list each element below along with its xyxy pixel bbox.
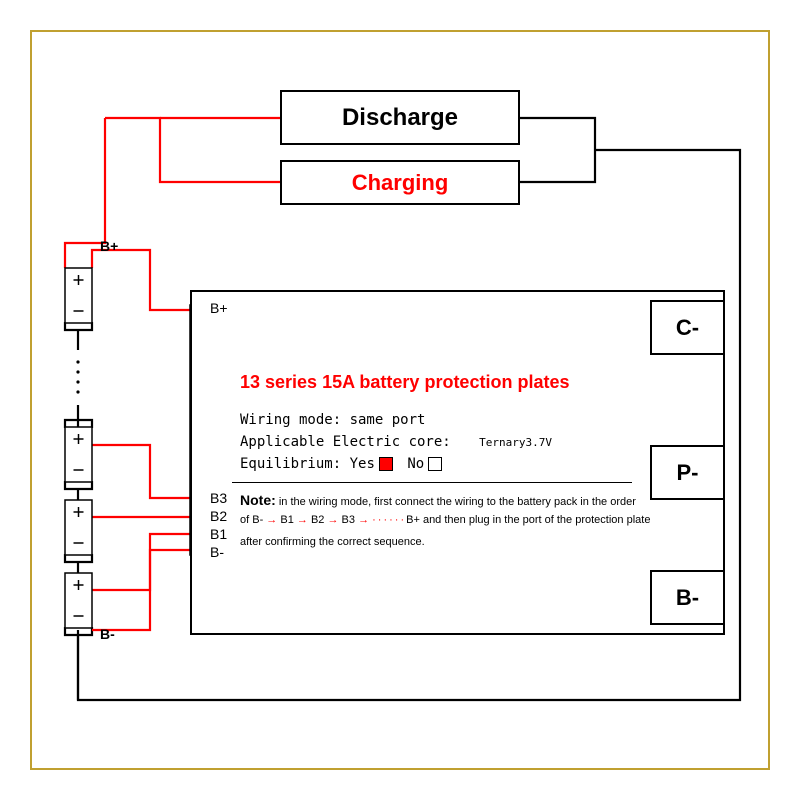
c-minus-terminal: C- — [650, 300, 725, 355]
wire-red — [105, 118, 280, 182]
wire-red — [92, 445, 190, 498]
conn-b3-label: B3 — [210, 490, 227, 506]
battery-cell — [65, 500, 92, 555]
battery-cell — [65, 427, 92, 482]
p-minus-label: P- — [677, 460, 699, 486]
board-title: 13 series 15A battery protection plates — [240, 372, 569, 393]
conn-b1-label: B1 — [210, 526, 227, 542]
charging-label: Charging — [352, 170, 449, 196]
b-minus-bottom-label: B- — [100, 626, 115, 642]
battery-cell — [65, 268, 92, 323]
eq-no-checkbox — [428, 457, 442, 471]
conn-b-minus-label: B- — [210, 544, 224, 560]
wire-red — [92, 534, 190, 590]
c-minus-label: C- — [676, 315, 699, 341]
conn-b-plus-label: B+ — [210, 300, 228, 316]
equilibrium-row: Equilibrium: Yes No — [240, 456, 444, 472]
note-text: Note: in the wiring mode, first connect … — [240, 490, 636, 511]
discharge-label: Discharge — [342, 104, 458, 132]
board-divider — [232, 482, 632, 483]
wire-red — [65, 118, 105, 268]
b-plus-top-label: B+ — [100, 238, 118, 254]
b-minus-label: B- — [676, 585, 699, 611]
p-minus-terminal: P- — [650, 445, 725, 500]
charging-box: Charging — [280, 160, 520, 205]
discharge-box: Discharge — [280, 90, 520, 145]
conn-b2-label: B2 — [210, 508, 227, 524]
b-minus-terminal: B- — [650, 570, 725, 625]
eq-yes-checkbox — [379, 457, 393, 471]
note-text-2: of B- → B1 → B2 → B3 → ······B+ and then… — [240, 512, 650, 529]
wiring-mode-text: Wiring mode: same port — [240, 412, 425, 428]
battery-continuation-dots — [76, 360, 79, 393]
note-text-3: after confirming the correct sequence. — [240, 534, 425, 551]
core-text: Applicable Electric core: Ternary3.7V — [240, 434, 552, 450]
battery-cell — [65, 573, 92, 628]
wire-red — [92, 250, 190, 310]
wire-black — [520, 118, 595, 182]
